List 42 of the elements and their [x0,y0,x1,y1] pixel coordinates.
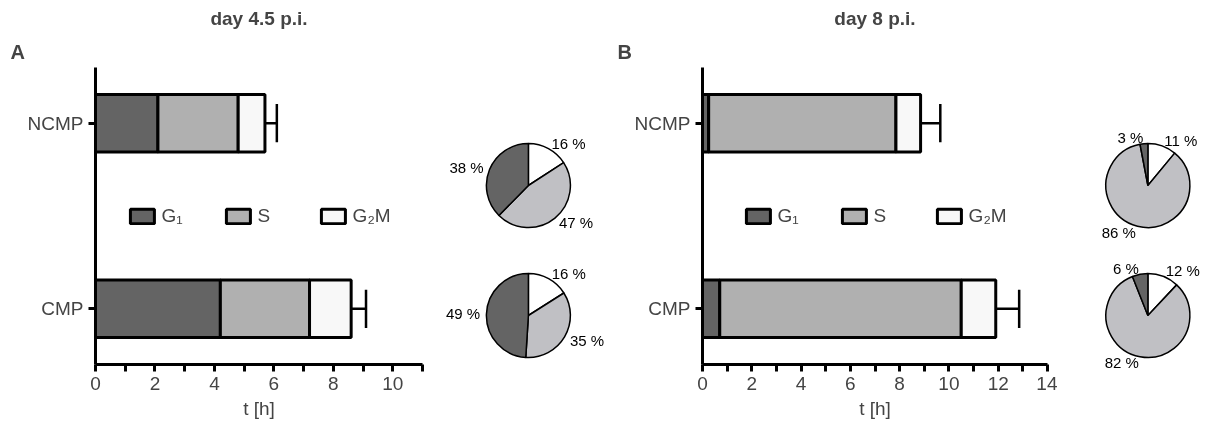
data-label: 82 % [1104,354,1139,372]
data-label: 11 % [1164,131,1198,149]
x-tick-label: 6 [845,372,856,394]
legend-label: G₂M [352,204,391,227]
x-tick-label: 10 [382,372,404,394]
y-tick-label: CMP [41,298,84,320]
x-tick-label: 8 [328,372,339,394]
data-label: 49 % [445,305,481,323]
legend-label: S [873,204,888,227]
chart-title: day 8 p.i. [834,7,916,29]
x-tick-label: 10 [938,372,960,394]
legend-label: G₁ [161,204,183,227]
y-tick-label: CMP [648,298,691,320]
legend-label: G₂M [968,204,1007,227]
x-tick-label: 4 [795,372,807,394]
chart-title: day 4.5 p.i. [210,7,308,29]
data-label: 38 % [449,158,484,176]
legend-label: G₁ [777,204,799,227]
data-label: 47 % [558,214,594,232]
x-tick-label: 2 [149,372,161,394]
data-label: 3 % [1117,128,1144,146]
x-tick-label: 0 [90,372,101,394]
x-tick-label: 14 [1036,372,1058,394]
x-axis-title: t [h] [859,397,891,419]
legend-label: S [257,204,272,227]
data-label: 12 % [1165,262,1200,280]
data-label: 16 % [551,264,586,282]
text: B [617,40,632,63]
x-tick-label: 4 [209,372,221,394]
data-label: 16 % [551,134,586,152]
x-tick-label: 6 [268,372,280,394]
data-label: 6 % [1113,259,1139,277]
x-axis-title: t [h] [243,397,275,419]
text: A [10,40,25,63]
x-tick-label: 8 [894,372,905,394]
x-tick-label: 2 [746,372,758,394]
y-tick-label: NCMP [634,112,691,134]
x-tick-label: 12 [987,372,1009,394]
data-label: 35 % [569,331,605,349]
data-label: 86 % [1101,223,1136,241]
y-tick-label: NCMP [27,112,84,134]
x-tick-label: 0 [697,372,708,394]
